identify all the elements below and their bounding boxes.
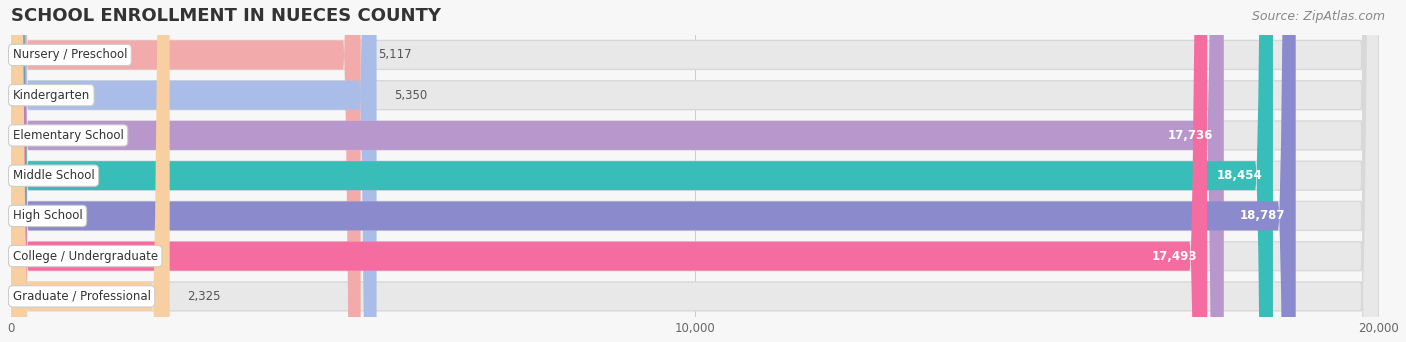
FancyBboxPatch shape [11, 0, 1379, 342]
Text: College / Undergraduate: College / Undergraduate [13, 250, 157, 263]
Text: Middle School: Middle School [13, 169, 94, 182]
FancyBboxPatch shape [11, 0, 1208, 342]
FancyBboxPatch shape [11, 0, 1223, 342]
Text: 18,454: 18,454 [1218, 169, 1263, 182]
FancyBboxPatch shape [11, 0, 1272, 342]
Text: Source: ZipAtlas.com: Source: ZipAtlas.com [1251, 10, 1385, 23]
Text: 18,787: 18,787 [1240, 209, 1285, 222]
Text: 5,117: 5,117 [378, 49, 412, 62]
FancyBboxPatch shape [11, 0, 1379, 342]
Text: 17,493: 17,493 [1152, 250, 1197, 263]
FancyBboxPatch shape [11, 0, 1379, 342]
Text: High School: High School [13, 209, 83, 222]
FancyBboxPatch shape [11, 0, 1296, 342]
Text: 5,350: 5,350 [394, 89, 427, 102]
Text: SCHOOL ENROLLMENT IN NUECES COUNTY: SCHOOL ENROLLMENT IN NUECES COUNTY [11, 7, 440, 25]
Text: Elementary School: Elementary School [13, 129, 124, 142]
Text: 2,325: 2,325 [187, 290, 221, 303]
FancyBboxPatch shape [11, 0, 1379, 342]
FancyBboxPatch shape [11, 0, 361, 342]
FancyBboxPatch shape [11, 0, 170, 342]
FancyBboxPatch shape [11, 0, 1379, 342]
Text: Graduate / Professional: Graduate / Professional [13, 290, 150, 303]
Text: 17,736: 17,736 [1168, 129, 1213, 142]
FancyBboxPatch shape [11, 0, 1379, 342]
Text: Kindergarten: Kindergarten [13, 89, 90, 102]
FancyBboxPatch shape [11, 0, 1379, 342]
FancyBboxPatch shape [11, 0, 377, 342]
Text: Nursery / Preschool: Nursery / Preschool [13, 49, 127, 62]
